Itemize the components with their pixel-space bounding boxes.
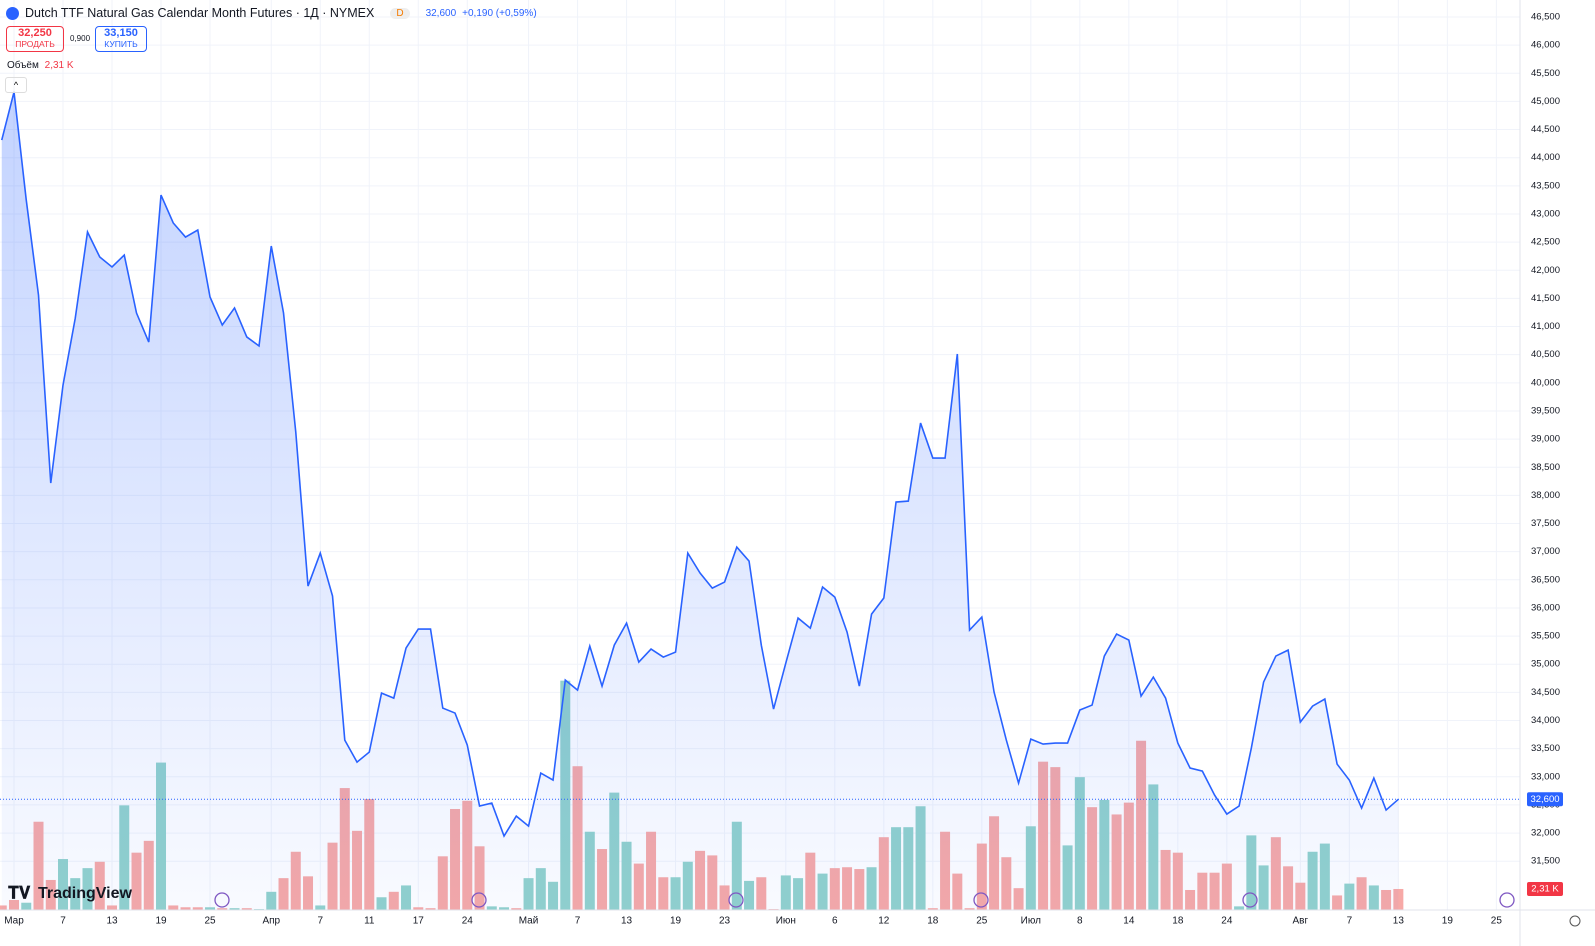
x-tick-label: Июн — [776, 916, 796, 927]
x-tick-label: 7 — [60, 916, 66, 927]
x-tick-label: Авг — [1293, 916, 1309, 927]
x-tick-label: 6 — [832, 916, 838, 927]
y-tick-label: 38,000 — [1531, 490, 1560, 501]
last-price-label: 32,600 — [1530, 794, 1559, 805]
y-tick-label: 44,500 — [1531, 124, 1560, 135]
y-tick-label: 35,000 — [1531, 659, 1560, 670]
y-tick-label: 40,000 — [1531, 377, 1560, 388]
buy-button[interactable]: 33,150 КУПИТЬ — [95, 26, 147, 52]
svg-text:𝐓𝐕: 𝐓𝐕 — [8, 883, 31, 902]
x-tick-label: Май — [519, 916, 539, 927]
x-tick-label: Апр — [262, 916, 280, 927]
event-icons — [214, 892, 1515, 908]
y-tick-label: 43,000 — [1531, 208, 1560, 219]
x-tick-label: 14 — [1123, 916, 1135, 927]
x-tick-label: 7 — [317, 916, 323, 927]
y-tick-label: 39,000 — [1531, 434, 1560, 445]
y-tick-label: 46,500 — [1531, 12, 1560, 23]
y-tick-label: 31,500 — [1531, 856, 1560, 867]
x-tick-label: 7 — [1347, 916, 1353, 927]
x-tick-label: Июл — [1021, 916, 1041, 927]
y-tick-label: 38,500 — [1531, 462, 1560, 473]
y-tick-label: 33,000 — [1531, 771, 1560, 782]
y-tick-label: 46,000 — [1531, 40, 1560, 51]
logo-text: TradingView — [38, 885, 133, 902]
x-tick-label: 25 — [1491, 916, 1503, 927]
x-tick-label: 12 — [878, 916, 890, 927]
y-tick-label: 41,500 — [1531, 293, 1560, 304]
last-price-box — [1527, 792, 1563, 807]
y-tick-label: 37,500 — [1531, 518, 1560, 529]
x-tick-label: 25 — [204, 916, 216, 927]
x-tick-label: 19 — [1442, 916, 1454, 927]
buy-price: 33,150 — [104, 27, 138, 39]
logo: 𝐓𝐕 TradingView — [8, 883, 133, 902]
x-tick-label: 24 — [1221, 916, 1233, 927]
x-tick-label: 8 — [1077, 916, 1083, 927]
volume-label-box — [1527, 881, 1563, 896]
y-tick-label: 45,000 — [1531, 96, 1560, 107]
x-tick-label: 19 — [670, 916, 682, 927]
x-tick-label: 13 — [106, 916, 118, 927]
y-tick-label: 36,500 — [1531, 574, 1560, 585]
sell-label: ПРОДАТЬ — [15, 39, 55, 49]
x-tick-label: 24 — [462, 916, 474, 927]
volume-label: 2,31 K — [1531, 883, 1559, 894]
x-tick-label: 25 — [976, 916, 988, 927]
x-tick-label: 13 — [621, 916, 633, 927]
y-tick-label: 40,500 — [1531, 349, 1560, 360]
settings-icon[interactable] — [1569, 915, 1581, 927]
x-tick-label: Мар — [4, 916, 24, 927]
y-tick-label: 44,000 — [1531, 152, 1560, 163]
y-tick-label: 37,000 — [1531, 546, 1560, 557]
x-tick-label: 18 — [1172, 916, 1184, 927]
y-tick-label: 34,500 — [1531, 687, 1560, 698]
y-tick-label: 34,000 — [1531, 715, 1560, 726]
y-tick-label: 43,500 — [1531, 180, 1560, 191]
x-tick-label: 17 — [413, 916, 425, 927]
x-tick-label: 18 — [927, 916, 939, 927]
y-tick-label: 32,000 — [1531, 828, 1560, 839]
y-tick-label: 35,500 — [1531, 631, 1560, 642]
y-tick-label: 41,000 — [1531, 321, 1560, 332]
x-tick-label: 19 — [155, 916, 167, 927]
y-tick-label: 39,500 — [1531, 405, 1560, 416]
price-line — [0, 91, 1399, 838]
y-tick-label: 36,000 — [1531, 602, 1560, 613]
area-fill — [1, 92, 1399, 910]
y-tick-label: 42,000 — [1531, 265, 1560, 276]
buy-label: КУПИТЬ — [104, 39, 138, 49]
y-tick-label: 33,500 — [1531, 743, 1560, 754]
x-tick-label: 11 — [364, 916, 375, 927]
x-tick-label: 13 — [1393, 916, 1405, 927]
collapse-button[interactable]: ^ — [5, 77, 27, 93]
x-tick-label: 7 — [575, 916, 581, 927]
x-tick-label: 23 — [719, 916, 731, 927]
sell-button[interactable]: 32,250 ПРОДАТЬ — [6, 26, 64, 52]
sell-price: 32,250 — [18, 27, 52, 39]
y-tick-label: 42,500 — [1531, 237, 1560, 248]
y-tick-label: 45,500 — [1531, 68, 1560, 79]
